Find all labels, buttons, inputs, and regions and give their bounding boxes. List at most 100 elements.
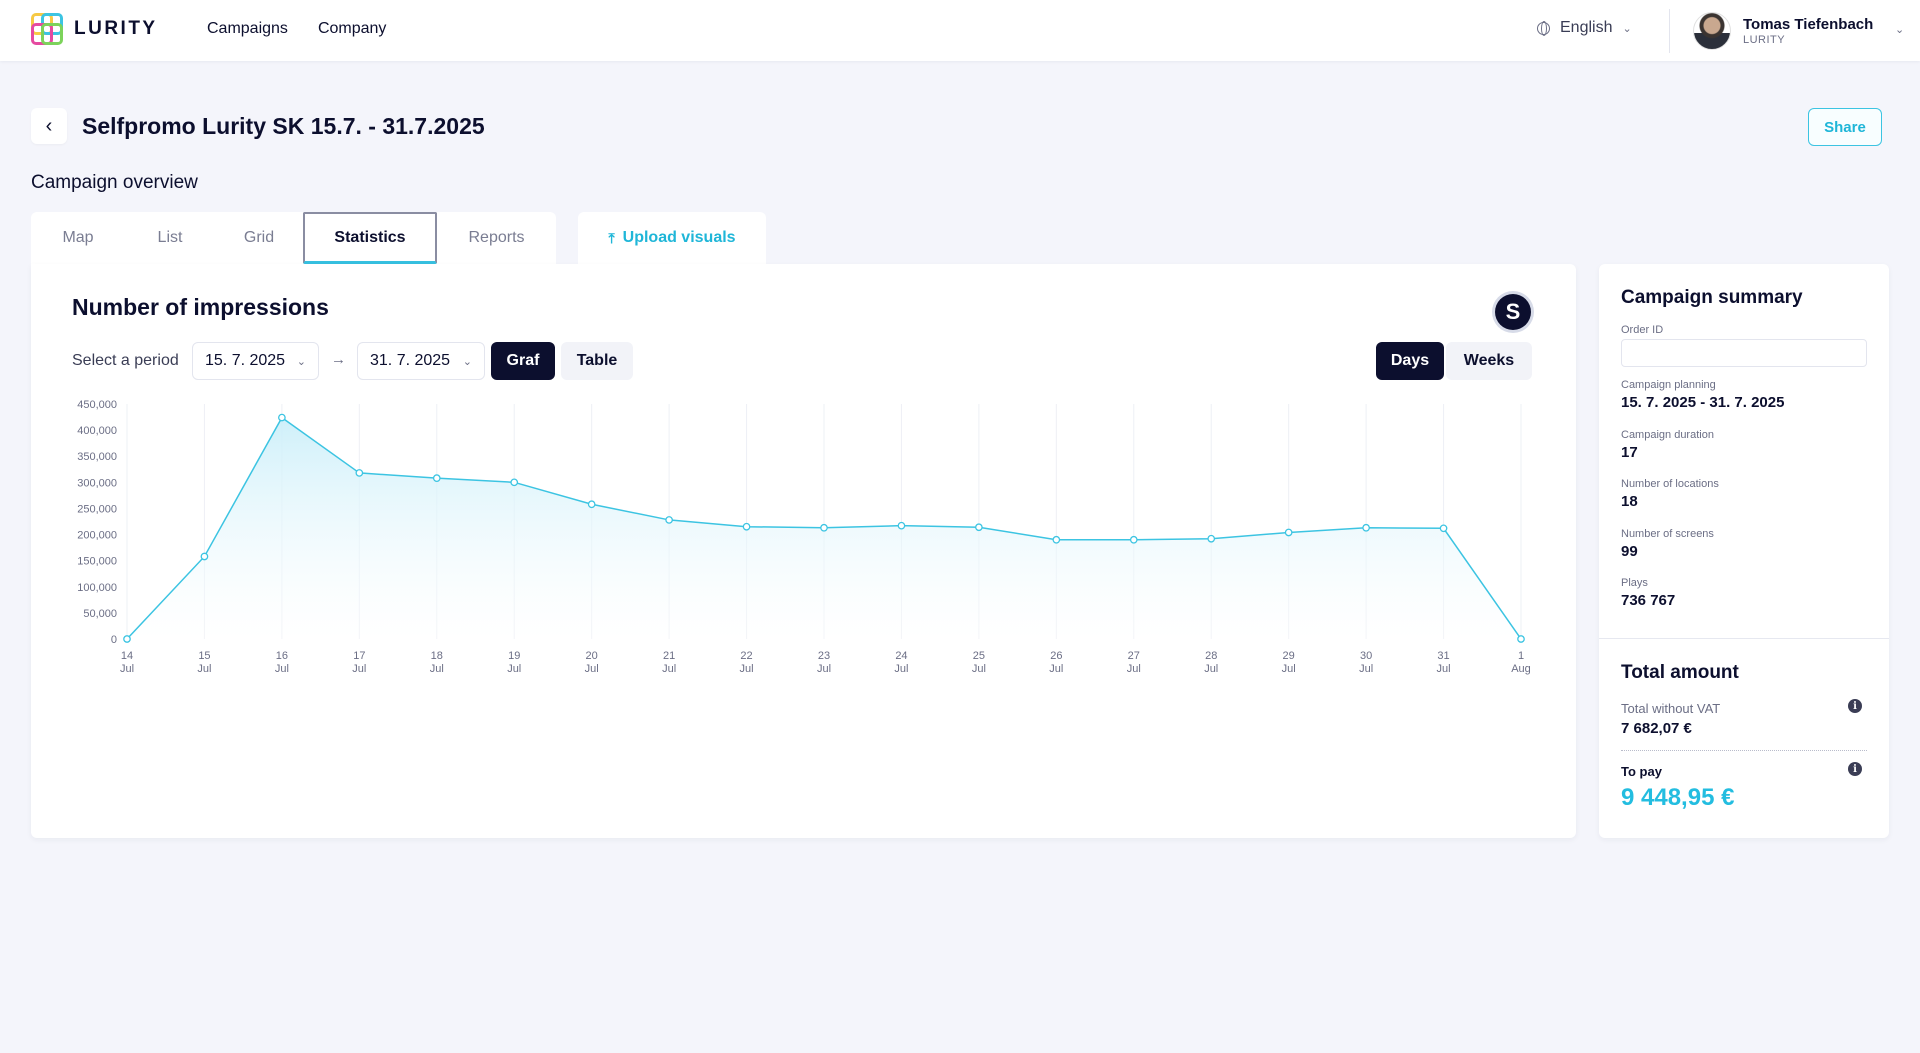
y-tick-label: 50,000 [83,608,117,620]
x-tick-month-label: Jul [1437,663,1451,675]
planning-value: 15. 7. 2025 - 31. 7. 2025 [1621,394,1785,411]
avatar [1693,12,1731,50]
user-org: LURITY [1743,34,1786,46]
x-tick-month-label: Jul [585,663,599,675]
statistics-card: Number of impressions S Select a period … [31,264,1576,838]
to-pay-value: 9 448,95 € [1621,784,1735,811]
info-icon[interactable]: i [1848,699,1862,713]
user-menu[interactable]: Tomas Tiefenbach LURITY [1693,12,1873,50]
tab-list[interactable]: List [157,229,183,246]
logo[interactable]: LURITY [29,11,158,47]
days-toggle[interactable]: Days [1376,342,1444,380]
data-point [278,413,286,422]
x-tick-month-label: Jul [120,663,134,675]
to-pay-label: To pay [1621,764,1662,779]
period-label: Select a period [72,352,179,369]
graf-toggle[interactable]: Graf [491,342,555,380]
page-title: Selfpromo Lurity SK 15.7. - 31.7.2025 [82,113,485,139]
table-toggle[interactable]: Table [561,342,633,380]
date-to-value: 31. 7. 2025 [370,352,451,369]
x-tick-label: 22 [740,650,752,662]
nav-campaigns[interactable]: Campaigns [207,20,288,37]
date-to-select[interactable]: 31. 7. 2025 ⌄ [357,342,485,380]
order-id-field[interactable] [1621,339,1867,367]
data-point [355,469,364,477]
data-point [742,522,751,531]
tab-map[interactable]: Map [62,229,94,246]
user-name: Tomas Tiefenbach [1743,16,1874,33]
header-divider [1669,9,1670,53]
x-tick-month-label: Jul [817,663,831,675]
back-button[interactable]: ‹ [31,108,67,144]
language-selector[interactable]: English ⌄ [1537,19,1632,37]
upload-visuals-button[interactable]: ⤒ Upload visuals [578,212,766,264]
plays-value: 736 767 [1621,592,1676,609]
x-tick-label: 27 [1128,650,1140,662]
data-point [820,523,828,532]
x-tick-label: 16 [276,650,288,662]
x-tick-label: 23 [818,650,830,662]
logo-text: LURITY [74,18,158,39]
data-point [1517,635,1525,643]
plays-label: Plays [1621,577,1648,589]
data-point [1284,528,1293,537]
y-tick-label: 450,000 [77,399,117,411]
x-tick-label: 19 [508,650,520,662]
x-tick-label: 14 [121,650,133,662]
data-point [123,635,131,643]
y-tick-label: 200,000 [77,530,117,542]
x-tick-label: 24 [895,650,907,662]
x-tick-label: 18 [431,650,443,662]
planning-label: Campaign planning [1621,379,1716,391]
x-tick-month-label: Jul [972,663,986,675]
x-tick-month-label: Jul [507,663,521,675]
data-point [200,552,209,561]
total-amount-title: Total amount [1621,662,1739,683]
x-tick-label: 29 [1283,650,1295,662]
x-tick-label: 21 [663,650,675,662]
s-badge-icon[interactable]: S [1495,294,1531,330]
y-tick-label: 100,000 [77,582,117,594]
impressions-chart: 0 50,000 100,000 150,000 200,000 250,000 300,0… [77,399,1531,675]
chevron-down-icon[interactable]: ⌄ [1895,24,1905,36]
order-id-label: Order ID [1621,324,1664,336]
x-tick-label: 25 [973,650,985,662]
screens-label: Number of screens [1621,528,1714,540]
x-tick-month-label: Jul [275,663,289,675]
x-tick-label: 28 [1205,650,1217,662]
x-tick-label: 31 [1437,650,1449,662]
date-from-value: 15. 7. 2025 [205,352,286,369]
x-tick-label: 30 [1360,650,1372,662]
x-tick-month-label: Jul [894,663,908,675]
nav-company[interactable]: Company [317,20,387,37]
weeks-toggle[interactable]: Weeks [1446,342,1532,380]
info-icon[interactable]: i [1848,762,1862,776]
chevron-down-icon: ⌄ [296,355,306,368]
locations-label: Number of locations [1621,478,1719,490]
date-from-select[interactable]: 15. 7. 2025 ⌄ [192,342,319,380]
duration-label: Campaign duration [1621,429,1714,441]
chevron-down-icon: ⌄ [1622,22,1632,35]
data-point [432,474,441,483]
y-tick-label: 350,000 [77,451,117,463]
without-vat-value: 7 682,07 € [1621,720,1692,737]
x-tick-label: 15 [198,650,210,662]
chevron-left-icon: ‹ [45,114,53,137]
x-tick-month-label: Jul [1204,663,1218,675]
y-tick-label: 300,000 [77,477,117,489]
tab-reports[interactable]: Reports [468,229,525,246]
data-point [1439,524,1448,533]
section-title: Campaign overview [31,172,198,193]
tab-statistics[interactable]: Statistics [303,212,437,264]
x-tick-label: 20 [586,650,598,662]
x-tick-month-label: Jul [1127,663,1141,675]
screens-value: 99 [1621,543,1638,560]
logo-icon [29,11,65,47]
campaign-summary-card: Campaign summary Order ID Campaign plann… [1599,264,1889,838]
data-point [1052,535,1061,544]
top-bar: LURITY Campaigns Company English ⌄ Tomas… [0,0,1920,61]
summary-title: Campaign summary [1621,287,1803,308]
share-button[interactable]: Share [1808,108,1882,146]
chevron-down-icon: ⌄ [462,355,472,368]
tab-grid[interactable]: Grid [243,229,275,246]
